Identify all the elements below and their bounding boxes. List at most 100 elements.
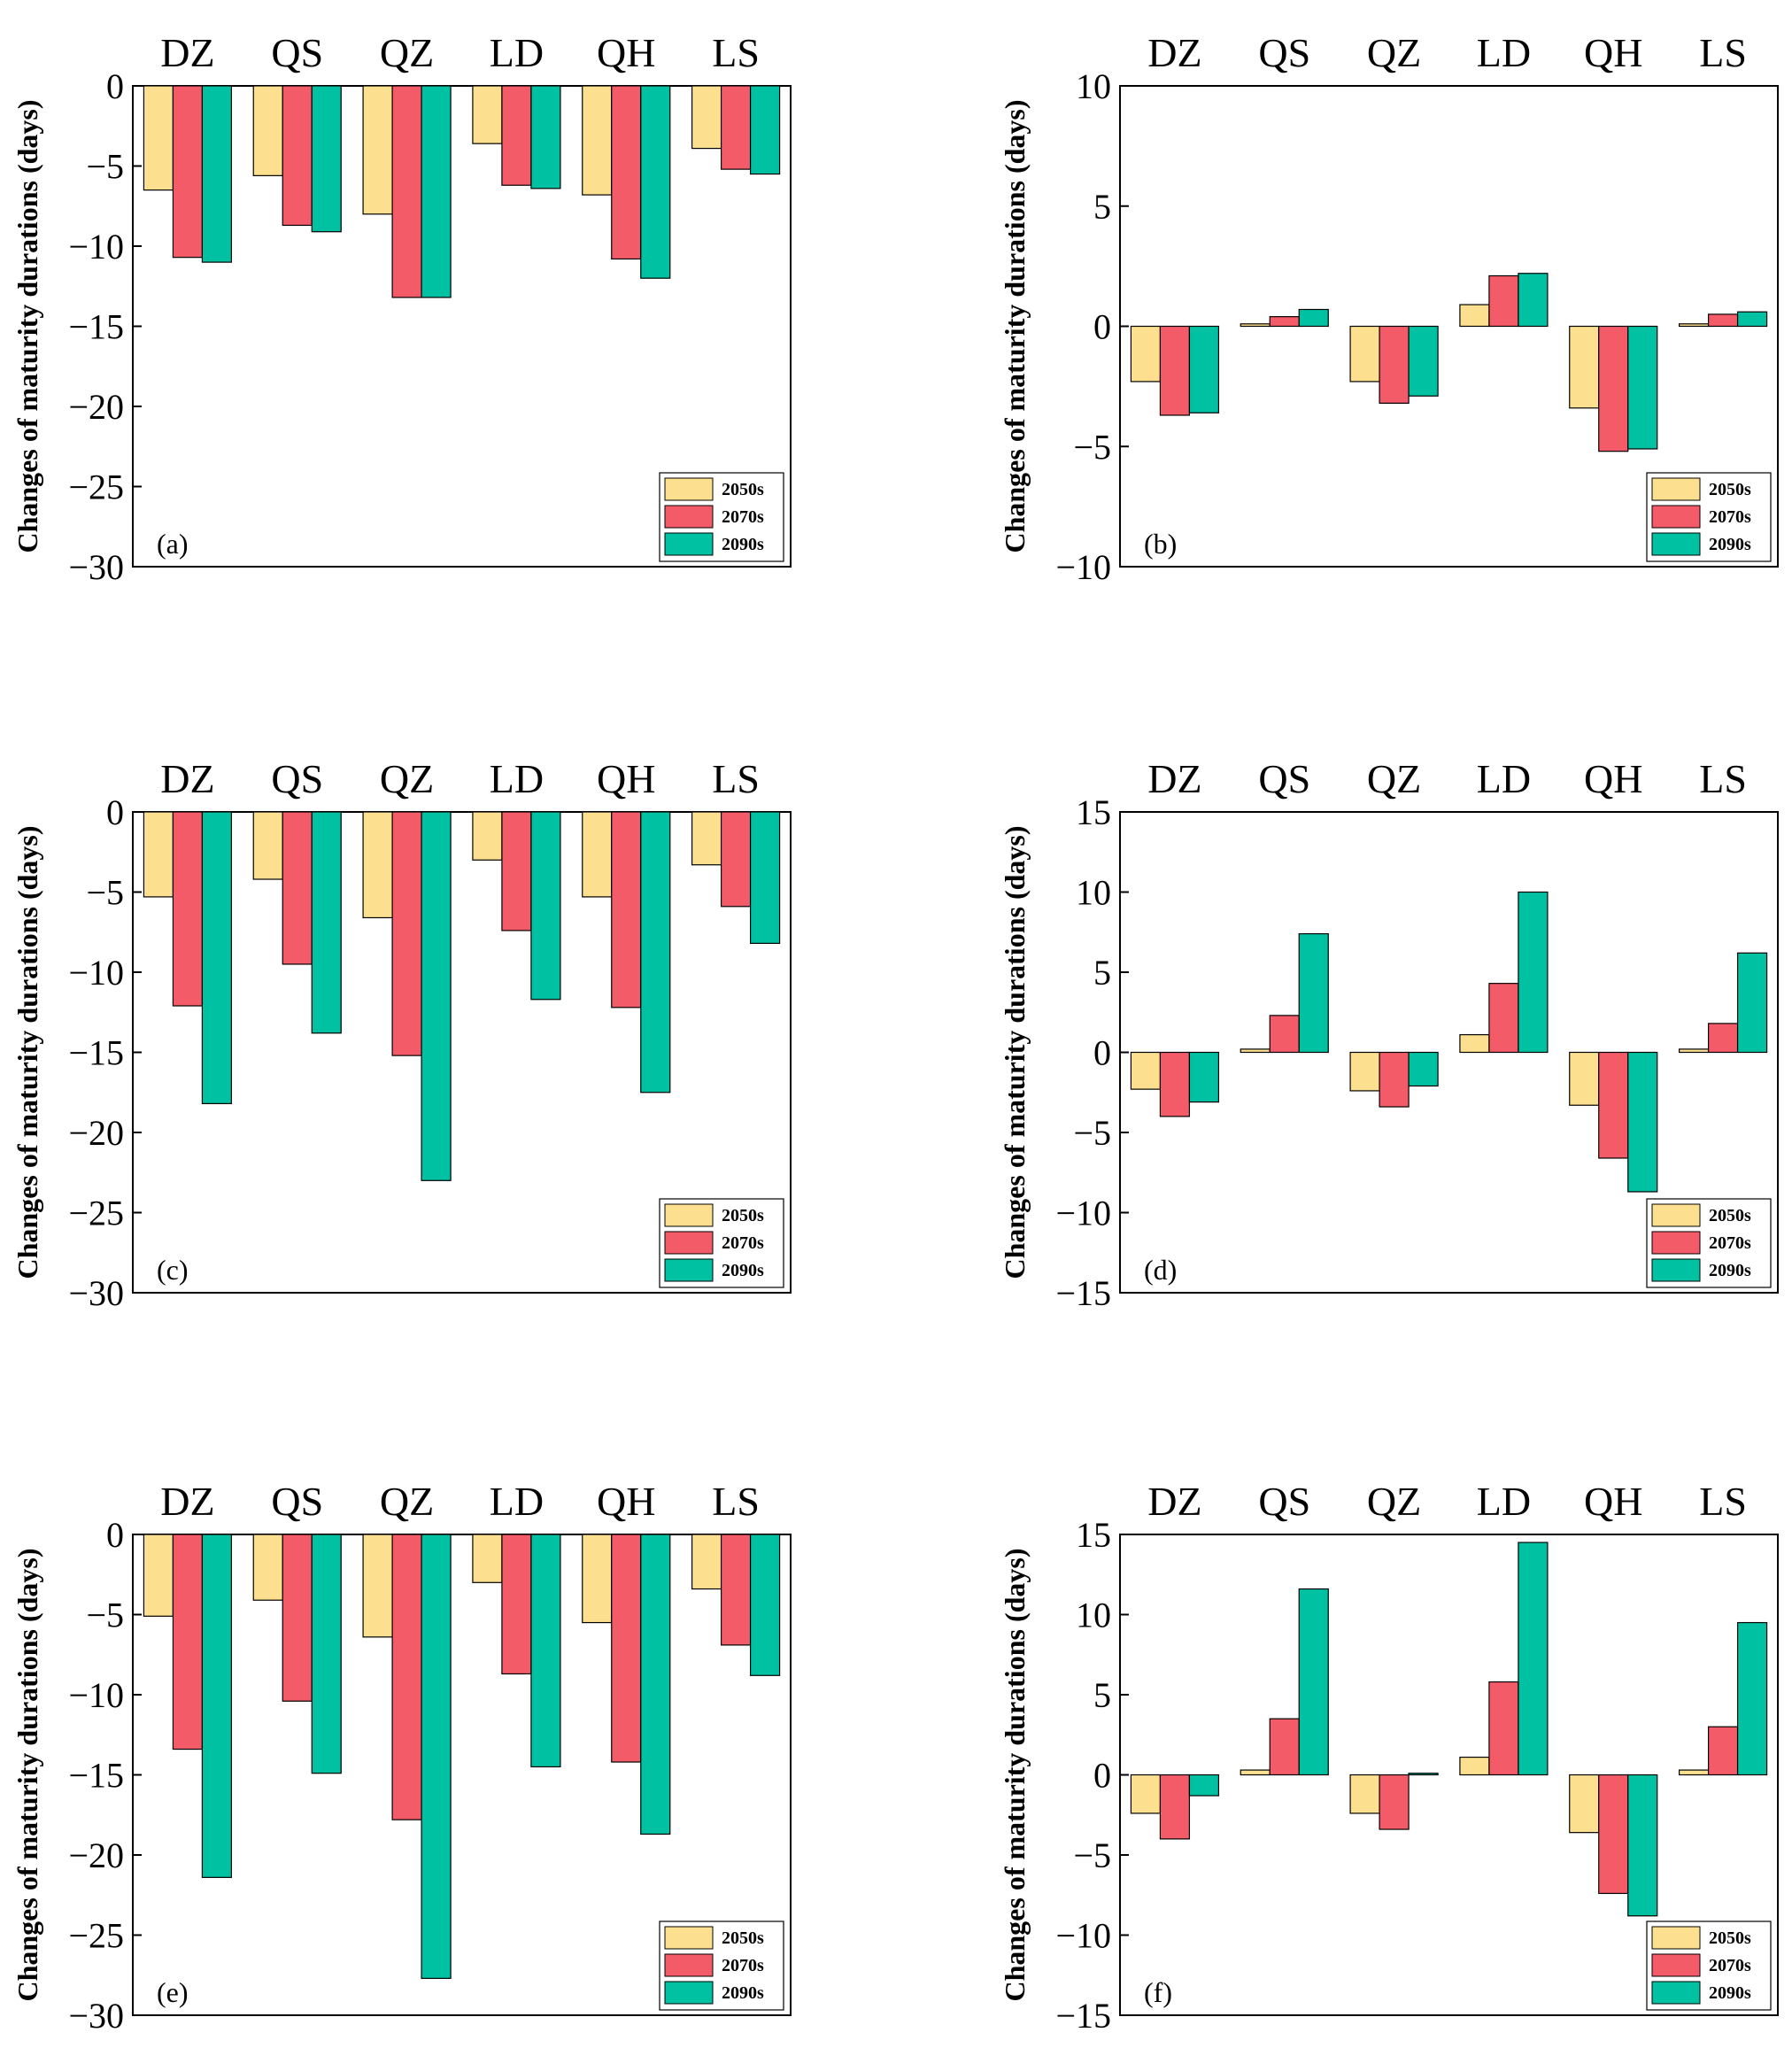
bar-2090s-QH xyxy=(640,1534,671,1835)
bar-2050s-LD xyxy=(472,1534,503,1583)
y-tick-label: −5 xyxy=(86,147,124,187)
category-label: DZ xyxy=(160,756,214,801)
y-tick-label: −15 xyxy=(1055,1996,1111,2036)
bar-2070s-QS xyxy=(282,1534,313,1702)
category-label: LS xyxy=(1699,1479,1747,1524)
bar-2070s-QS xyxy=(1269,1718,1300,1776)
legend-label-2090s: 2090s xyxy=(1709,1261,1751,1280)
y-tick-label: 0 xyxy=(106,792,124,832)
category-label: LS xyxy=(1699,30,1747,75)
bar-2070s-LD xyxy=(501,85,532,186)
category-label: QH xyxy=(1584,1479,1642,1524)
bar-2050s-LD xyxy=(1459,304,1490,328)
category-label: LD xyxy=(490,30,544,75)
legend-label-2070s: 2070s xyxy=(722,1233,764,1253)
bar-2090s-LD xyxy=(530,1534,561,1768)
bar-2090s-QS xyxy=(1298,1588,1329,1776)
bar-2090s-LS xyxy=(749,85,781,175)
category-label: QZ xyxy=(1367,756,1421,801)
bar-2090s-LS xyxy=(1736,311,1768,328)
bar-2050s-QH xyxy=(1569,1051,1600,1106)
bar-2090s-QS xyxy=(1298,308,1329,328)
bar-2050s-QH xyxy=(1569,325,1600,409)
bar-2090s-QZ xyxy=(1408,325,1439,397)
category-label: QS xyxy=(271,30,323,75)
category-label: QH xyxy=(1584,756,1642,801)
legend-swatch-2070s xyxy=(664,1953,714,1977)
bar-2050s-QH xyxy=(1569,1774,1600,1834)
legend-swatch-2050s xyxy=(1651,477,1701,501)
category-label: QS xyxy=(1258,1479,1310,1524)
bar-2090s-QZ xyxy=(421,1534,452,1979)
y-tick-label: 0 xyxy=(106,1515,124,1555)
legend-label-2090s: 2090s xyxy=(1709,1983,1751,2003)
bar-2090s-QS xyxy=(311,85,342,233)
y-tick-label: −5 xyxy=(1073,1113,1111,1153)
bar-2050s-LD xyxy=(472,85,503,144)
panel-label: (d) xyxy=(1144,1254,1177,1286)
bar-2090s-LD xyxy=(1518,891,1549,1054)
y-tick-label: −15 xyxy=(68,307,124,347)
legend-label-2070s: 2070s xyxy=(722,1956,764,1975)
legend-swatch-2090s xyxy=(664,1981,714,2005)
legend-label-2050s: 2050s xyxy=(1709,1206,1751,1225)
legend-swatch-2090s xyxy=(1651,1981,1701,2005)
chart-panel-c: 0 −5 −10 −15 −20 −25 −30 Changes of maturity du… xyxy=(12,756,792,1313)
bar-2090s-QZ xyxy=(421,811,452,1181)
bar-2070s-QZ xyxy=(1379,1051,1410,1108)
y-tick-label: −15 xyxy=(68,1033,124,1073)
bar-2050s-QH xyxy=(582,811,613,898)
category-label: LD xyxy=(490,1479,544,1524)
bar-2050s-QS xyxy=(1240,1769,1271,1776)
legend-label-2050s: 2050s xyxy=(722,480,764,499)
bar-2090s-LD xyxy=(1518,273,1549,328)
y-tick-label: −30 xyxy=(68,547,124,587)
bar-2050s-LD xyxy=(1459,1756,1490,1776)
category-label: DZ xyxy=(1147,1479,1201,1524)
legend-label-2090s: 2090s xyxy=(722,1261,764,1280)
category-label: DZ xyxy=(160,30,214,75)
bar-2050s-QZ xyxy=(1349,1051,1380,1092)
bar-2070s-QZ xyxy=(1379,1774,1410,1830)
bar-2050s-LD xyxy=(1459,1033,1490,1054)
y-tick-label: 10 xyxy=(1076,66,1111,106)
category-label: QS xyxy=(271,756,323,801)
bar-2070s-LD xyxy=(1488,1681,1519,1776)
category-label: LD xyxy=(1477,756,1531,801)
bar-2070s-LS xyxy=(1707,1726,1739,1776)
legend-swatch-2050s xyxy=(1651,1926,1701,1950)
chart-panel-b: 10 5 0 −5 −10 Changes of maturity durations (… xyxy=(999,30,1779,587)
category-label: QH xyxy=(597,30,655,75)
legend-swatch-2090s xyxy=(664,532,714,556)
bar-2070s-DZ xyxy=(172,85,204,259)
legend-label-2050s: 2050s xyxy=(722,1206,764,1225)
y-tick-label: −10 xyxy=(1055,547,1111,587)
bar-2070s-QZ xyxy=(1379,325,1410,404)
bar-2070s-LD xyxy=(1488,983,1519,1054)
y-tick-label: −20 xyxy=(68,1835,124,1875)
y-tick-label: 0 xyxy=(1093,1033,1111,1073)
legend-swatch-2070s xyxy=(1651,1231,1701,1255)
legend-swatch-2070s xyxy=(1651,1953,1701,1977)
bar-2050s-DZ xyxy=(1130,1774,1162,1814)
y-tick-label: −10 xyxy=(1055,1916,1111,1956)
legend-label-2090s: 2090s xyxy=(722,535,764,554)
bar-2070s-QH xyxy=(1598,1051,1629,1159)
bar-2090s-DZ xyxy=(201,811,233,1105)
legend-label-2090s: 2090s xyxy=(722,1983,764,2003)
legend-label-2090s: 2090s xyxy=(1709,535,1751,554)
bar-2070s-LD xyxy=(501,811,532,931)
y-tick-label: −10 xyxy=(1055,1194,1111,1233)
bar-2050s-DZ xyxy=(143,85,174,191)
y-tick-label: −10 xyxy=(68,227,124,267)
bar-2050s-QS xyxy=(252,1534,283,1601)
category-label: QZ xyxy=(380,756,434,801)
y-tick-label: 5 xyxy=(1093,1675,1111,1715)
bar-2090s-LS xyxy=(749,1534,781,1676)
bar-2050s-QZ xyxy=(1349,325,1380,383)
bar-2070s-QH xyxy=(1598,325,1629,452)
bar-2070s-QZ xyxy=(391,85,422,298)
bar-2050s-LS xyxy=(691,85,722,150)
bar-2090s-DZ xyxy=(1188,1051,1220,1103)
legend-swatch-2070s xyxy=(664,1231,714,1255)
